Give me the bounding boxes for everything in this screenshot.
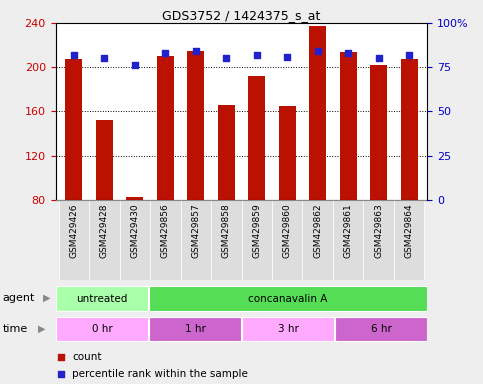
- Bar: [150, 200, 181, 280]
- Text: GSM429860: GSM429860: [283, 204, 292, 258]
- Bar: [279, 106, 296, 200]
- Bar: [302, 200, 333, 280]
- Bar: [401, 60, 417, 200]
- Bar: [66, 60, 82, 200]
- Bar: [242, 200, 272, 280]
- Bar: [340, 52, 356, 200]
- Text: GSM429864: GSM429864: [405, 204, 413, 258]
- Text: untreated: untreated: [76, 293, 128, 304]
- Text: GSM429863: GSM429863: [374, 204, 383, 258]
- Point: [375, 55, 383, 61]
- Point: [344, 50, 352, 56]
- Bar: [58, 200, 89, 280]
- Point: [192, 48, 199, 55]
- Text: 1 hr: 1 hr: [185, 324, 205, 334]
- Point: [284, 53, 291, 60]
- Text: ▶: ▶: [38, 324, 45, 334]
- Bar: [242, 317, 334, 341]
- Bar: [333, 200, 363, 280]
- Text: count: count: [72, 352, 102, 362]
- Text: GSM429861: GSM429861: [344, 204, 353, 258]
- Bar: [57, 317, 148, 341]
- Text: 0 hr: 0 hr: [92, 324, 113, 334]
- Text: GSM429430: GSM429430: [130, 204, 139, 258]
- Point: [70, 52, 78, 58]
- Text: GSM429859: GSM429859: [252, 204, 261, 258]
- Text: agent: agent: [2, 293, 35, 303]
- Bar: [335, 317, 426, 341]
- Bar: [149, 317, 241, 341]
- Point: [100, 55, 108, 61]
- Text: GSM429856: GSM429856: [161, 204, 170, 258]
- Title: GDS3752 / 1424375_s_at: GDS3752 / 1424375_s_at: [162, 9, 321, 22]
- Text: ▶: ▶: [43, 293, 50, 303]
- Text: percentile rank within the sample: percentile rank within the sample: [72, 369, 248, 379]
- Bar: [149, 286, 426, 311]
- Text: concanavalin A: concanavalin A: [248, 293, 327, 304]
- Point: [405, 52, 413, 58]
- Text: GSM429858: GSM429858: [222, 204, 231, 258]
- Text: GSM429428: GSM429428: [100, 204, 109, 258]
- Bar: [89, 200, 120, 280]
- Text: GSM429426: GSM429426: [70, 204, 78, 258]
- Bar: [394, 200, 425, 280]
- Text: time: time: [2, 324, 28, 334]
- Text: GSM429857: GSM429857: [191, 204, 200, 258]
- Text: 3 hr: 3 hr: [278, 324, 298, 334]
- Bar: [157, 56, 174, 200]
- Bar: [127, 197, 143, 200]
- Point: [161, 50, 169, 56]
- Bar: [96, 120, 113, 200]
- Bar: [181, 200, 211, 280]
- Bar: [248, 76, 265, 200]
- Point: [57, 354, 65, 360]
- Bar: [370, 65, 387, 200]
- Bar: [363, 200, 394, 280]
- Bar: [218, 105, 235, 200]
- Bar: [120, 200, 150, 280]
- Point: [314, 48, 322, 55]
- Bar: [187, 51, 204, 200]
- Text: 6 hr: 6 hr: [370, 324, 391, 334]
- Point: [222, 55, 230, 61]
- Bar: [211, 200, 242, 280]
- Point: [131, 62, 139, 68]
- Text: GSM429862: GSM429862: [313, 204, 322, 258]
- Point: [57, 371, 65, 377]
- Bar: [309, 26, 326, 200]
- Bar: [57, 286, 148, 311]
- Point: [253, 52, 261, 58]
- Bar: [272, 200, 302, 280]
